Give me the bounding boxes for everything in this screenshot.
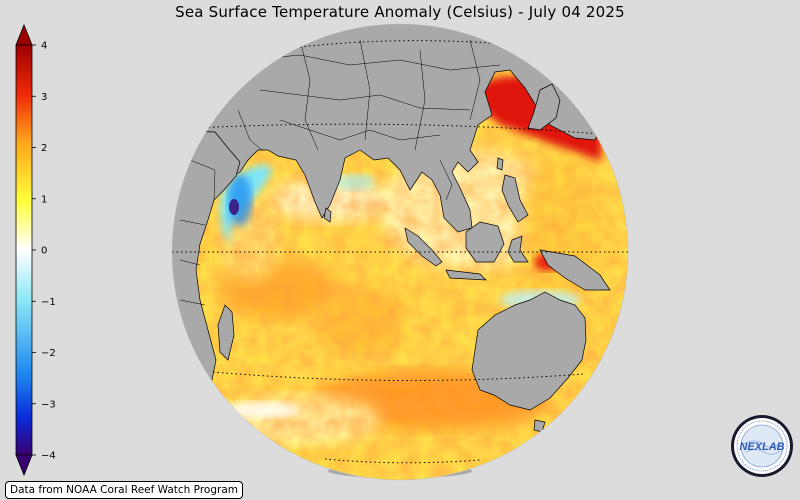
data-credit: Data from NOAA Coral Reef Watch Program	[5, 481, 243, 499]
colorbar-tick-label: 4	[41, 41, 47, 52]
land-africa	[172, 129, 241, 381]
country-borders	[179, 39, 501, 306]
land-australia	[471, 291, 587, 411]
globe-outline	[171, 23, 629, 481]
land-taiwan	[496, 157, 504, 171]
colorbar-tick-label: 2	[41, 143, 47, 154]
colorbar-tick-label: 3	[41, 92, 47, 103]
cool-anomaly-bay	[335, 174, 375, 190]
land-japan	[527, 83, 561, 131]
colorbar-tick-label: −4	[41, 451, 56, 462]
colorbar-tick-label: −2	[41, 348, 56, 359]
colorbar-tick-label: −1	[41, 297, 56, 308]
land-java	[445, 269, 487, 281]
land-tasmania	[533, 419, 546, 433]
graticule	[172, 40, 628, 464]
cool-anomaly-peak	[229, 199, 239, 215]
land-madagascar	[217, 304, 235, 361]
land-sri-lanka	[323, 207, 332, 223]
land-sumatra	[404, 227, 443, 267]
colorbar-tick-label: −3	[41, 399, 56, 410]
svg-text:NEXLAB: NEXLAB	[739, 441, 784, 453]
southern-white-band	[220, 402, 300, 418]
nexlab-logo: NEXLAB	[731, 415, 793, 477]
land-borneo	[465, 221, 505, 263]
land-sulawesi	[507, 235, 529, 263]
colorbar-tick-label: 1	[41, 194, 47, 205]
land-new-guinea	[539, 249, 611, 291]
map-title: Sea Surface Temperature Anomaly (Celsius…	[175, 3, 625, 21]
colorbar: 4 3 2 1 0 −1 −2 −3 −4	[15, 23, 56, 477]
land-philippines	[501, 174, 529, 223]
colorbar-tick-label: 0	[41, 246, 47, 257]
colorbar-min-arrow	[15, 454, 33, 477]
